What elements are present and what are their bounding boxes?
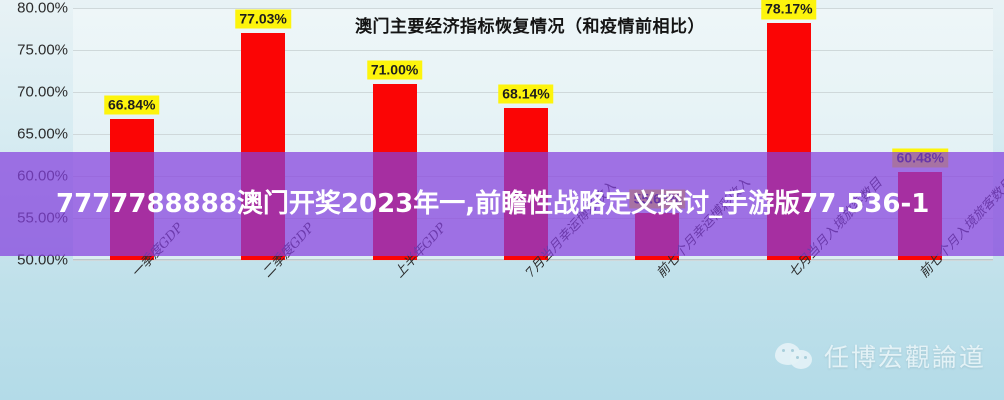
y-axis-tick-label: 70.00%: [17, 83, 68, 101]
bar-value-label: 78.17%: [761, 0, 817, 20]
bar-value-label: 68.14%: [498, 84, 554, 104]
overlay-banner: 7777788888澳门开奖2023年一,前瞻性战略定义探讨_手游版77.536…: [0, 152, 1004, 256]
y-axis-tick-label: 80.00%: [17, 0, 68, 17]
bar-value-label: 71.00%: [366, 60, 423, 80]
gridline: [73, 8, 993, 9]
chart-title: 澳门主要经济指标恢复情况（和疫情前相比）: [355, 17, 705, 37]
overlay-text: 7777788888澳门开奖2023年一,前瞻性战略定义探讨_手游版77.536…: [56, 188, 930, 219]
wechat-icon: [774, 341, 815, 371]
bar-value-label: 77.03%: [235, 9, 291, 29]
gridline: [73, 50, 993, 51]
watermark-text: 任博宏觀論道: [823, 343, 986, 372]
y-axis-tick-label: 75.00%: [17, 41, 68, 59]
watermark: 任博宏觀論道: [774, 338, 986, 374]
gridline: [73, 260, 993, 261]
bar-value-label: 66.84%: [103, 95, 160, 115]
y-axis-tick-label: 65.00%: [17, 125, 68, 143]
